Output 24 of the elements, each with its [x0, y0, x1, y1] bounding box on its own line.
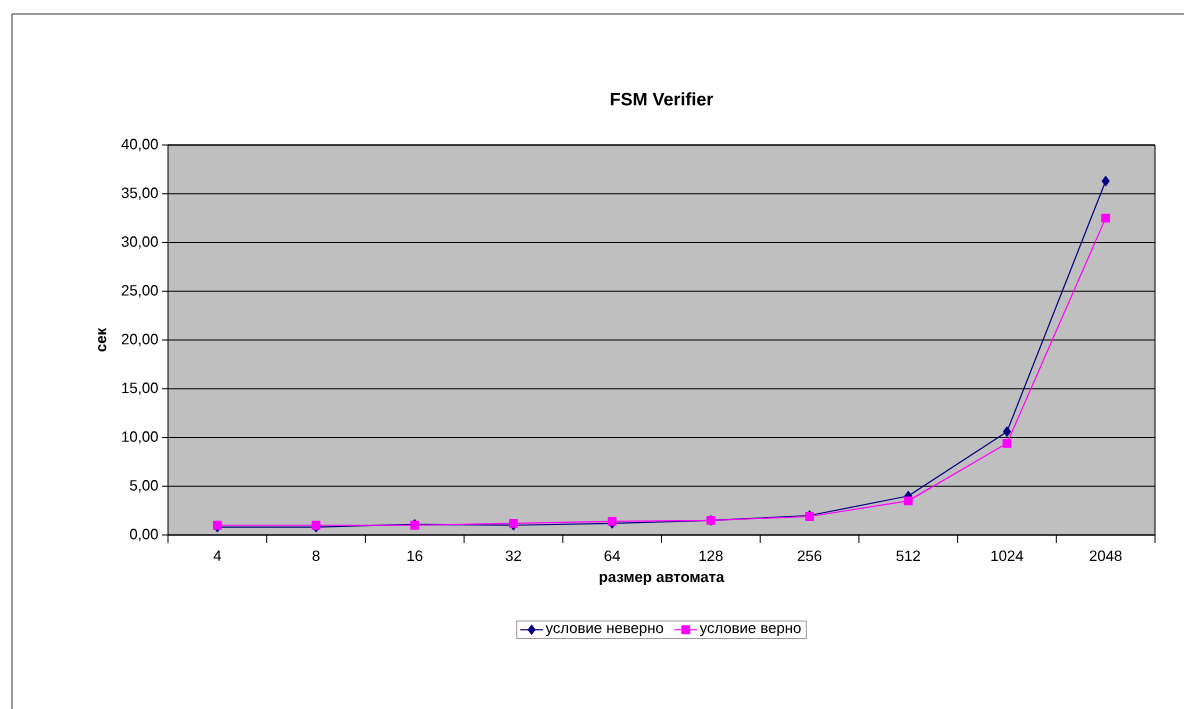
y-tick-label: 10,00 [122, 431, 158, 444]
x-tick-label: 8 [312, 550, 320, 562]
x-tick-label: 16 [407, 550, 423, 562]
x-tick-label: 2048 [1089, 550, 1122, 562]
y-tick-label: 5,00 [129, 480, 158, 493]
y-tick-label: 35,00 [121, 187, 158, 200]
x-tick-label: 128 [699, 550, 723, 562]
y-tick-label: 15,00 [122, 382, 158, 395]
x-tick-label: 4 [213, 550, 222, 561]
x-tick-label: 64 [604, 550, 621, 562]
x-tick-label: 32 [505, 550, 522, 562]
chart-title: FSM Verifier [610, 92, 714, 106]
legend-label: условие неверно [545, 625, 664, 637]
y-tick-label: 25,00 [121, 285, 158, 298]
legend-label: условие верно [699, 625, 801, 637]
x-tick-label: 512 [896, 550, 920, 562]
x-axis-title: размер автомата [599, 573, 725, 586]
y-tick-label: 20,00 [121, 333, 158, 347]
x-tick-label: 256 [797, 550, 822, 562]
y-tick-label: 40,00 [121, 138, 158, 152]
y-axis-title: сек [98, 327, 107, 352]
x-tick-label: 1024 [991, 550, 1024, 562]
y-tick-label: 30,00 [121, 236, 158, 249]
y-tick-label: 0,00 [129, 528, 158, 542]
